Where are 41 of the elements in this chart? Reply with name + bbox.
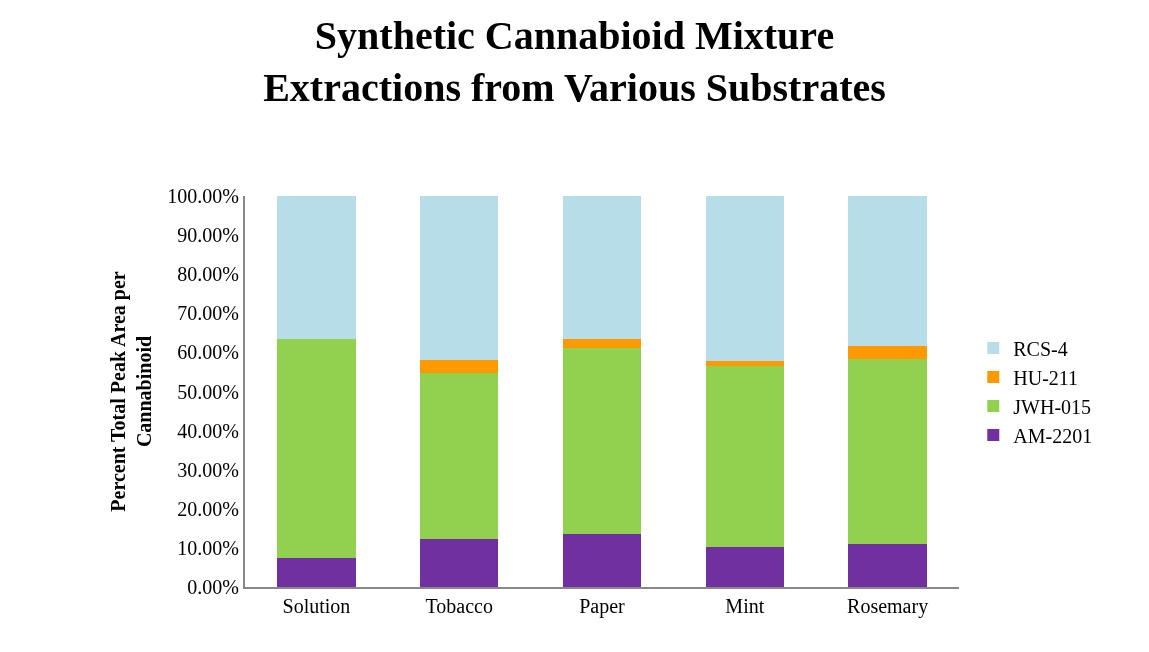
bar <box>277 196 356 339</box>
bar <box>419 538 499 587</box>
y-tick-label: 40.00% <box>177 419 239 442</box>
y-tick-label: 90.00% <box>177 224 239 247</box>
y-axis-title: Percent Total Peak Area per Cannabinoid <box>107 271 156 512</box>
legend-label: JWH-015 <box>1013 395 1092 418</box>
bar <box>848 358 927 545</box>
bar <box>419 360 499 374</box>
bar <box>419 196 499 361</box>
y-tick-label: 20.00% <box>177 497 239 520</box>
x-tick-label: Paper <box>579 595 626 618</box>
x-tick-label: Mint <box>725 595 765 617</box>
bar <box>848 345 927 359</box>
bar <box>705 366 785 547</box>
bar <box>277 557 356 587</box>
y-tick-label: 100.00% <box>167 185 239 207</box>
y-tick-label: 10.00% <box>177 536 239 559</box>
bar <box>705 361 785 367</box>
bar <box>848 544 927 587</box>
y-tick-label: 50.00% <box>177 380 239 403</box>
bar <box>562 533 642 587</box>
x-tick-label: Tobacco <box>425 595 493 617</box>
y-tick-label: 80.00% <box>177 263 239 286</box>
legend-label: RCS-4 <box>1013 337 1068 360</box>
y-tick-label: 60.00% <box>177 341 239 364</box>
x-tick-label: Rosemary <box>847 595 929 618</box>
bar <box>419 373 499 539</box>
bar <box>562 196 642 339</box>
x-tick-label: Solution <box>282 595 351 617</box>
y-tick-label: 70.00% <box>177 302 239 325</box>
bar <box>705 546 785 587</box>
bar <box>562 347 642 534</box>
bar <box>848 196 927 346</box>
bar <box>705 196 785 362</box>
legend-label: AM-2201 <box>1013 424 1093 447</box>
chart-title: Synthetic Cannabioid Mixture Extractions from Various Substrates <box>263 12 886 110</box>
bar <box>562 338 642 348</box>
y-tick-label: 30.00% <box>177 458 239 481</box>
y-tick-label: 0.00% <box>187 576 239 598</box>
legend-label: HU-211 <box>1013 366 1079 389</box>
bar <box>277 338 356 558</box>
